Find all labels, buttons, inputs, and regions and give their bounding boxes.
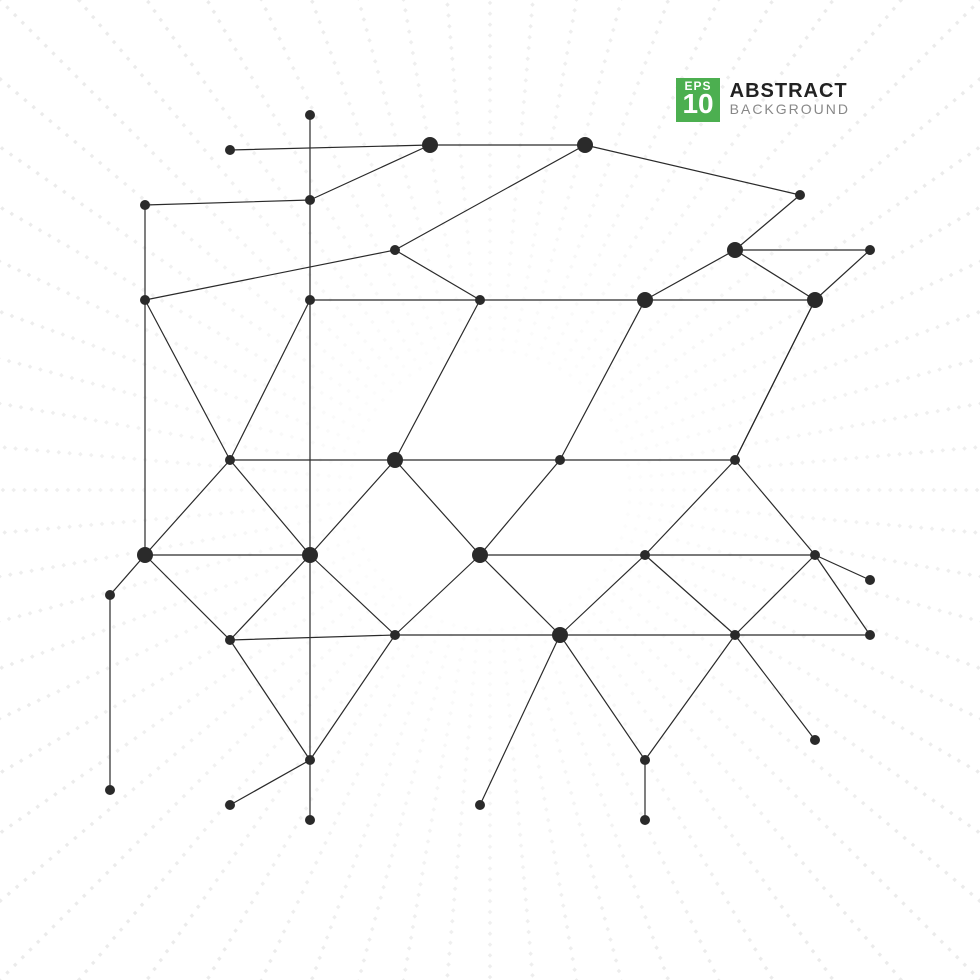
network-node	[137, 547, 153, 563]
network-node	[225, 145, 235, 155]
network-node	[305, 195, 315, 205]
network-node	[387, 452, 403, 468]
network-node	[552, 627, 568, 643]
network-node	[105, 785, 115, 795]
network-node	[865, 575, 875, 585]
network-diagram	[0, 0, 980, 980]
network-node	[865, 245, 875, 255]
network-node	[637, 292, 653, 308]
network-node	[472, 547, 488, 563]
network-node	[475, 800, 485, 810]
eps-number: 10	[682, 90, 713, 118]
network-node	[577, 137, 593, 153]
network-node	[555, 455, 565, 465]
network-node	[640, 815, 650, 825]
badge-text: ABSTRACT BACKGROUND	[730, 78, 850, 117]
network-node	[640, 755, 650, 765]
eps-badge-box: EPS 10	[676, 78, 719, 122]
network-node	[475, 295, 485, 305]
network-node	[140, 200, 150, 210]
network-node	[390, 630, 400, 640]
network-node	[807, 292, 823, 308]
badge-subtitle: BACKGROUND	[730, 102, 850, 117]
eps-badge: EPS 10 ABSTRACT BACKGROUND	[676, 78, 850, 122]
network-node	[727, 242, 743, 258]
network-node	[225, 635, 235, 645]
network-node	[810, 550, 820, 560]
network-node	[225, 455, 235, 465]
network-node	[305, 755, 315, 765]
network-node	[140, 295, 150, 305]
network-node	[730, 630, 740, 640]
network-node	[305, 295, 315, 305]
network-node	[305, 110, 315, 120]
network-node	[640, 550, 650, 560]
network-node	[302, 547, 318, 563]
network-node	[730, 455, 740, 465]
badge-title: ABSTRACT	[730, 80, 850, 102]
network-node	[305, 815, 315, 825]
network-node	[390, 245, 400, 255]
network-node	[795, 190, 805, 200]
network-node	[225, 800, 235, 810]
canvas: EPS 10 ABSTRACT BACKGROUND	[0, 0, 980, 980]
network-node	[422, 137, 438, 153]
network-node	[105, 590, 115, 600]
network-node	[810, 735, 820, 745]
network-node	[865, 630, 875, 640]
